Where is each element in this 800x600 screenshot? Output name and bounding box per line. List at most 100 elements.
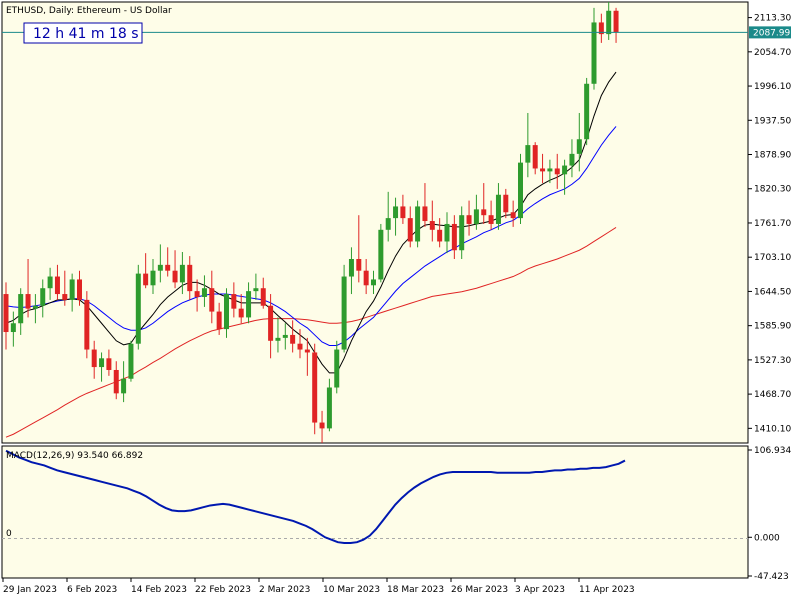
time-tick-label: 29 Jan 2023 <box>3 585 57 595</box>
time-tick-label: 6 Feb 2023 <box>67 585 117 595</box>
candle <box>576 112 582 172</box>
candle-body <box>113 369 119 394</box>
candle-body <box>459 215 465 251</box>
chart-title: ETHUSD, Daily: Ethereum - US Dollar <box>6 6 172 16</box>
main-chart-panel[interactable] <box>1 1 749 444</box>
candle-body <box>25 294 31 309</box>
candle-body <box>488 215 494 224</box>
candle <box>341 264 347 353</box>
candle <box>444 212 450 254</box>
candle-body <box>576 139 582 154</box>
candle-body <box>172 270 178 283</box>
candle-body <box>525 145 531 163</box>
candle <box>591 7 597 90</box>
candle-body <box>69 279 75 300</box>
candle-body <box>598 22 604 35</box>
candle <box>194 279 200 312</box>
candle <box>275 317 281 353</box>
candle <box>268 294 274 359</box>
candle-body <box>451 223 457 251</box>
candle <box>540 153 546 184</box>
candle <box>18 288 24 335</box>
candle-body <box>238 308 244 318</box>
candle-body <box>84 299 90 350</box>
candle <box>260 277 266 309</box>
countdown-timer: 12 h 41 m 18 s <box>33 26 139 42</box>
candle <box>62 270 68 306</box>
candle <box>297 329 303 359</box>
time-tick-label: 18 Mar 2023 <box>387 585 444 595</box>
candle-body <box>231 294 237 309</box>
candle <box>473 194 479 230</box>
candle-body <box>62 294 68 300</box>
candle-body <box>385 218 391 230</box>
price-tick-label: 1937.50 <box>754 116 791 126</box>
price-tick-label: 1761.70 <box>754 219 791 229</box>
candle <box>99 352 105 382</box>
candle <box>348 247 354 295</box>
candle <box>584 77 590 146</box>
candle-body <box>157 264 163 271</box>
price-tick-label: 1527.30 <box>754 356 791 366</box>
candle-body <box>179 264 185 283</box>
price-tick-label: 1468.70 <box>754 390 791 400</box>
candle <box>290 320 296 353</box>
candle <box>554 153 560 189</box>
candle <box>179 251 185 295</box>
candle-body <box>393 206 399 219</box>
candle-body <box>304 349 310 353</box>
candle <box>121 361 127 403</box>
candle <box>231 282 237 318</box>
time-tick-label: 10 Mar 2023 <box>323 585 380 595</box>
candle-body <box>3 294 9 333</box>
candle-body <box>312 352 318 423</box>
time-tick-label: 22 Feb 2023 <box>195 585 251 595</box>
price-tick-label: 1996.10 <box>754 82 791 92</box>
candle <box>246 282 252 324</box>
candle-body <box>40 288 46 306</box>
candle <box>525 112 531 178</box>
candle-body <box>481 209 487 216</box>
candle <box>606 2 612 40</box>
price-tick-label: 1410.10 <box>754 424 791 434</box>
candle-body <box>363 270 369 286</box>
candle <box>451 215 457 260</box>
candle-body <box>606 10 612 35</box>
candle <box>135 264 141 350</box>
candle-body <box>187 264 193 292</box>
candle-body <box>466 215 472 224</box>
time-tick-label: 26 Mar 2023 <box>451 585 508 595</box>
candle-body <box>547 168 553 172</box>
macd-tick-label: -47.423 <box>754 572 789 582</box>
candle-body <box>371 279 376 286</box>
candle-body <box>253 288 259 292</box>
macd-tick-label: 106.934 <box>754 446 791 456</box>
candle <box>3 282 9 350</box>
candle <box>54 264 60 300</box>
candle <box>481 183 487 224</box>
candle <box>326 378 332 432</box>
candle-body <box>378 229 384 280</box>
candle-body <box>99 358 105 368</box>
candle <box>113 361 119 400</box>
candle-body <box>143 273 149 286</box>
candle <box>532 142 538 175</box>
candle <box>201 275 207 307</box>
candle-body <box>282 334 288 338</box>
candle-body <box>32 305 38 309</box>
macd-title: MACD(12,26,9) 93.540 66.892 <box>6 451 143 461</box>
ma-mid-line <box>5 126 617 346</box>
candle-body <box>540 168 546 172</box>
price-tick-label: 1644.50 <box>754 287 791 297</box>
candle-body <box>429 221 435 230</box>
candle <box>495 183 501 230</box>
candle <box>224 288 229 338</box>
candle <box>319 410 325 443</box>
macd-lines <box>5 449 626 545</box>
time-tick-label: 2 Mar 2023 <box>259 585 310 595</box>
macd-panel[interactable] <box>1 445 749 579</box>
candle-body <box>444 223 450 242</box>
candle <box>547 159 553 184</box>
macd-line <box>5 449 626 545</box>
candle-body <box>290 334 296 344</box>
